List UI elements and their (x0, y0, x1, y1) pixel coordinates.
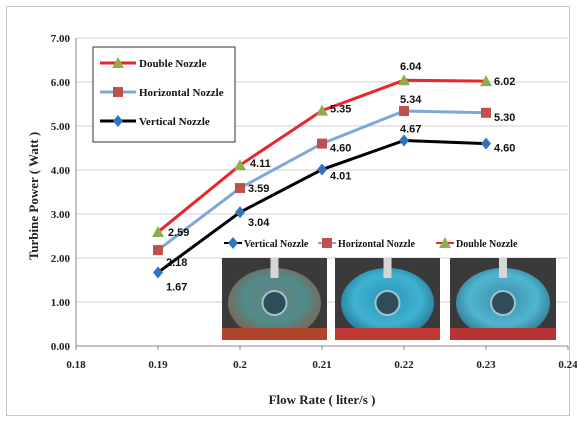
turbine-hub (261, 290, 288, 316)
data-point (399, 106, 409, 117)
y-tick-label: 3.00 (51, 209, 71, 221)
x-tick-label: 0.18 (66, 359, 86, 371)
turbine-hub (374, 290, 401, 316)
data-label: 4.11 (250, 158, 271, 170)
legend-label: Horizontal Nozzle (139, 87, 224, 99)
inner-legend-label: Horizontal Nozzle (338, 239, 415, 250)
x-tick-label: 0.24 (558, 359, 577, 371)
data-point (153, 266, 163, 279)
x-tick-label: 0.23 (476, 359, 496, 371)
data-point (234, 159, 246, 171)
inner-legend-label: Vertical Nozzle (244, 239, 309, 250)
photo-frame-bottom (450, 328, 556, 340)
data-point (481, 107, 491, 118)
double-nozzle-photo (450, 258, 556, 340)
legend: Double Nozzle Horizontal Nozzle Vertical N… (92, 46, 236, 143)
axes: 0.00 1.00 2.00 3.00 4.00 5.00 6.00 7.00 0.18 0.19… (51, 33, 577, 371)
legend-marker (112, 57, 124, 68)
inner-legend-marker (228, 237, 238, 249)
nozzle-pipe (383, 258, 392, 278)
legend-marker (113, 115, 123, 127)
series-lines (152, 74, 492, 279)
nozzle-pipe (270, 258, 279, 278)
y-tick-label: 6.00 (51, 77, 71, 89)
data-label: 6.04 (400, 61, 422, 73)
x-tick-label: 0.22 (394, 359, 414, 371)
data-point (152, 226, 164, 238)
inner-legend-marker (322, 238, 332, 248)
data-label: 3.59 (248, 183, 269, 195)
data-label: 1.67 (166, 282, 187, 294)
nozzle-pipe (499, 258, 507, 278)
y-tick-label: 7.00 (51, 33, 71, 45)
photo-frame-bottom (222, 328, 327, 340)
x-tick-label: 0.2 (233, 359, 247, 371)
inner-legend-box (218, 233, 560, 253)
y-axis-title: Turbine Power ( Watt ) (26, 132, 41, 260)
data-label: 6.02 (494, 76, 515, 88)
data-labels: 2.59 4.11 5.35 6.04 6.02 2.18 3.59 4.60 5.34 5.30… (166, 61, 515, 293)
data-label: 2.59 (168, 227, 189, 239)
y-tick-label: 0.00 (51, 341, 71, 353)
x-tick-label: 0.21 (312, 359, 331, 371)
x-axis-title: Flow Rate ( liter/s ) (269, 392, 376, 407)
data-point (153, 245, 163, 256)
data-label: 5.34 (400, 94, 422, 106)
data-point (317, 138, 327, 149)
photos (222, 258, 556, 340)
data-point (399, 134, 409, 147)
data-label: 5.35 (330, 104, 351, 116)
x-tick-label: 0.19 (148, 359, 168, 371)
data-label: 4.60 (494, 143, 515, 155)
y-tick-label: 5.00 (51, 121, 71, 133)
inner-legend-marker (439, 237, 451, 248)
photo-frame-bottom (335, 328, 440, 340)
data-label: 3.04 (248, 217, 270, 229)
data-point (235, 183, 245, 194)
y-tick-label: 1.00 (51, 297, 71, 309)
legend-label: Vertical Nozzle (139, 116, 210, 128)
data-label: 4.60 (330, 143, 351, 155)
data-label: 4.67 (400, 124, 421, 136)
data-point (480, 75, 492, 87)
data-point (316, 104, 328, 116)
turbine-hub (490, 290, 516, 316)
data-label: 2.18 (166, 257, 187, 269)
data-point (481, 137, 491, 150)
horizontal-nozzle-photo (335, 258, 440, 340)
data-point (398, 74, 410, 86)
legend-marker (113, 87, 123, 97)
data-label: 5.30 (494, 112, 515, 124)
inner-legend: Vertical Nozzle Horizontal Nozzle Double N… (218, 233, 560, 253)
legend-label: Double Nozzle (139, 58, 207, 70)
y-tick-label: 4.00 (51, 165, 71, 177)
data-point (317, 163, 327, 176)
vertical-nozzle-photo (222, 258, 327, 340)
data-label: 4.01 (330, 171, 351, 183)
inner-legend-label: Double Nozzle (456, 239, 518, 250)
y-tick-label: 2.00 (51, 253, 71, 265)
data-point (235, 206, 245, 219)
